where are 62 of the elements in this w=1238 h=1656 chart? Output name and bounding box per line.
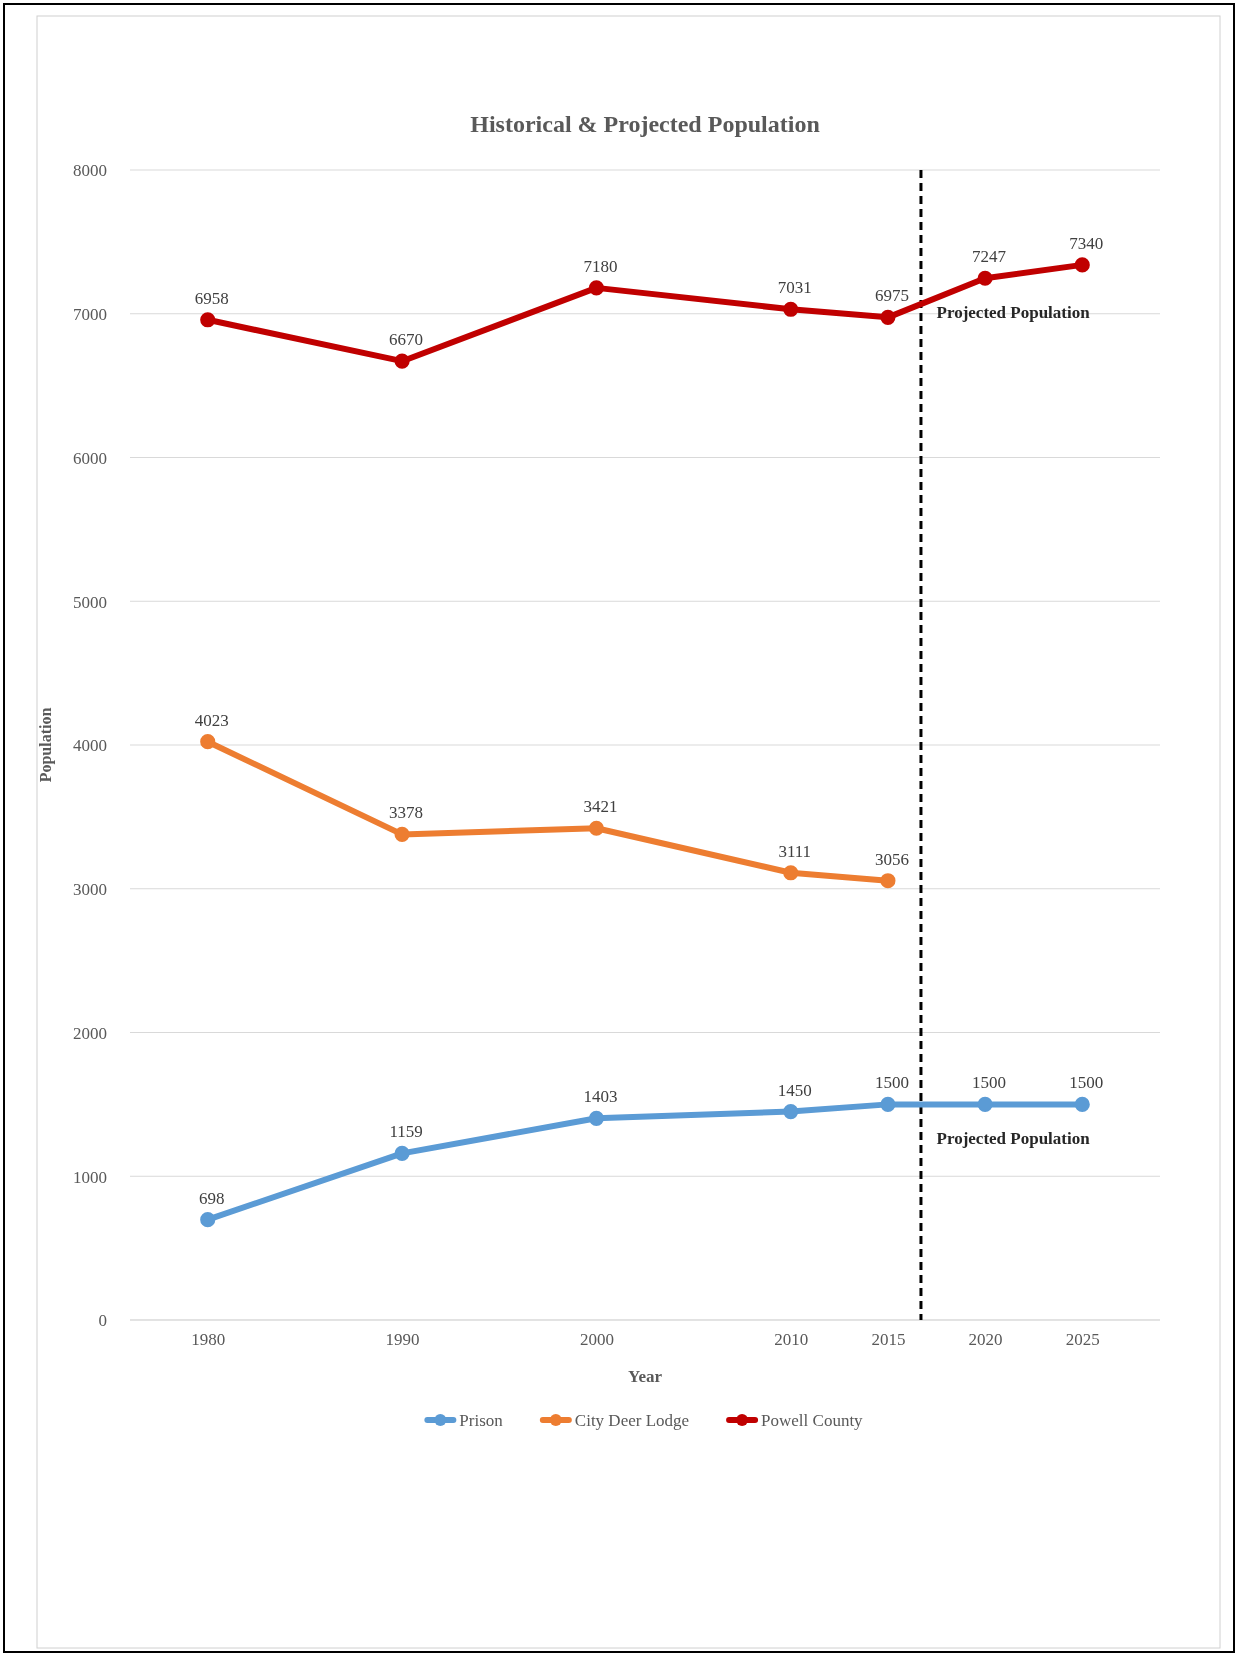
point [783, 301, 799, 317]
x-tick-label: 2020 [968, 1330, 1003, 1350]
data-label: 6670 [389, 330, 424, 350]
y-tick-label: 1000 [73, 1167, 107, 1187]
chart-title: Historical & Projected Population [470, 111, 820, 137]
data-label: 6958 [194, 288, 229, 308]
y-tick-label: 7000 [73, 305, 107, 325]
y-tick-label: 2000 [73, 1023, 107, 1043]
point [977, 1096, 993, 1112]
data-label: 7340 [1069, 233, 1104, 253]
y-tick-label: 0 [98, 1311, 107, 1331]
data-label: 1403 [583, 1087, 618, 1107]
data-label: 3421 [583, 797, 618, 817]
point [200, 312, 216, 328]
y-tick-label: 8000 [73, 161, 107, 181]
data-label: 7031 [777, 278, 812, 298]
annotation: Projected Population [936, 1129, 1091, 1149]
point [394, 826, 410, 842]
point [783, 1104, 799, 1120]
x-tick-label: 1990 [385, 1330, 420, 1350]
data-label: 3378 [389, 803, 424, 823]
data-label: 7247 [972, 247, 1007, 267]
data-label: 698 [198, 1188, 225, 1208]
point [1074, 1096, 1090, 1112]
data-label: 1450 [777, 1080, 812, 1100]
point [200, 734, 216, 750]
point [394, 353, 410, 369]
x-axis-title: Year [628, 1367, 663, 1386]
data-label: 1500 [972, 1073, 1007, 1093]
point [588, 820, 604, 836]
data-label: 7180 [583, 256, 618, 276]
point [977, 270, 993, 286]
point [1074, 257, 1090, 273]
point [200, 1212, 216, 1228]
point [588, 280, 604, 296]
legend-label: Prison [459, 1410, 504, 1430]
data-label: 3111 [778, 841, 812, 861]
data-label: 3056 [874, 849, 909, 869]
x-tick-label: 2010 [774, 1330, 809, 1350]
legend-label: City Deer Lodge [574, 1410, 690, 1430]
data-label: 1500 [874, 1073, 909, 1093]
legend-label: Powell County [761, 1410, 864, 1430]
x-tick-label: 2000 [579, 1330, 614, 1350]
x-tick-label: 2015 [871, 1330, 906, 1350]
point [880, 873, 896, 889]
point [880, 309, 896, 325]
point [880, 1096, 896, 1112]
y-tick-label: 4000 [73, 736, 107, 756]
data-label: 1500 [1069, 1073, 1104, 1093]
x-tick-label: 1980 [191, 1330, 226, 1350]
annotation: Projected Population [936, 303, 1091, 323]
y-tick-label: 5000 [73, 592, 107, 612]
point [394, 1145, 410, 1161]
point [783, 865, 799, 881]
y-tick-label: 3000 [73, 880, 107, 900]
y-tick-label: 6000 [73, 448, 107, 468]
point [588, 1110, 604, 1126]
data-label: 4023 [194, 710, 229, 730]
data-label: 6975 [874, 286, 909, 306]
x-tick-label: 2025 [1065, 1330, 1100, 1350]
y-axis-title: Population [36, 707, 55, 783]
data-label: 1159 [389, 1122, 423, 1142]
